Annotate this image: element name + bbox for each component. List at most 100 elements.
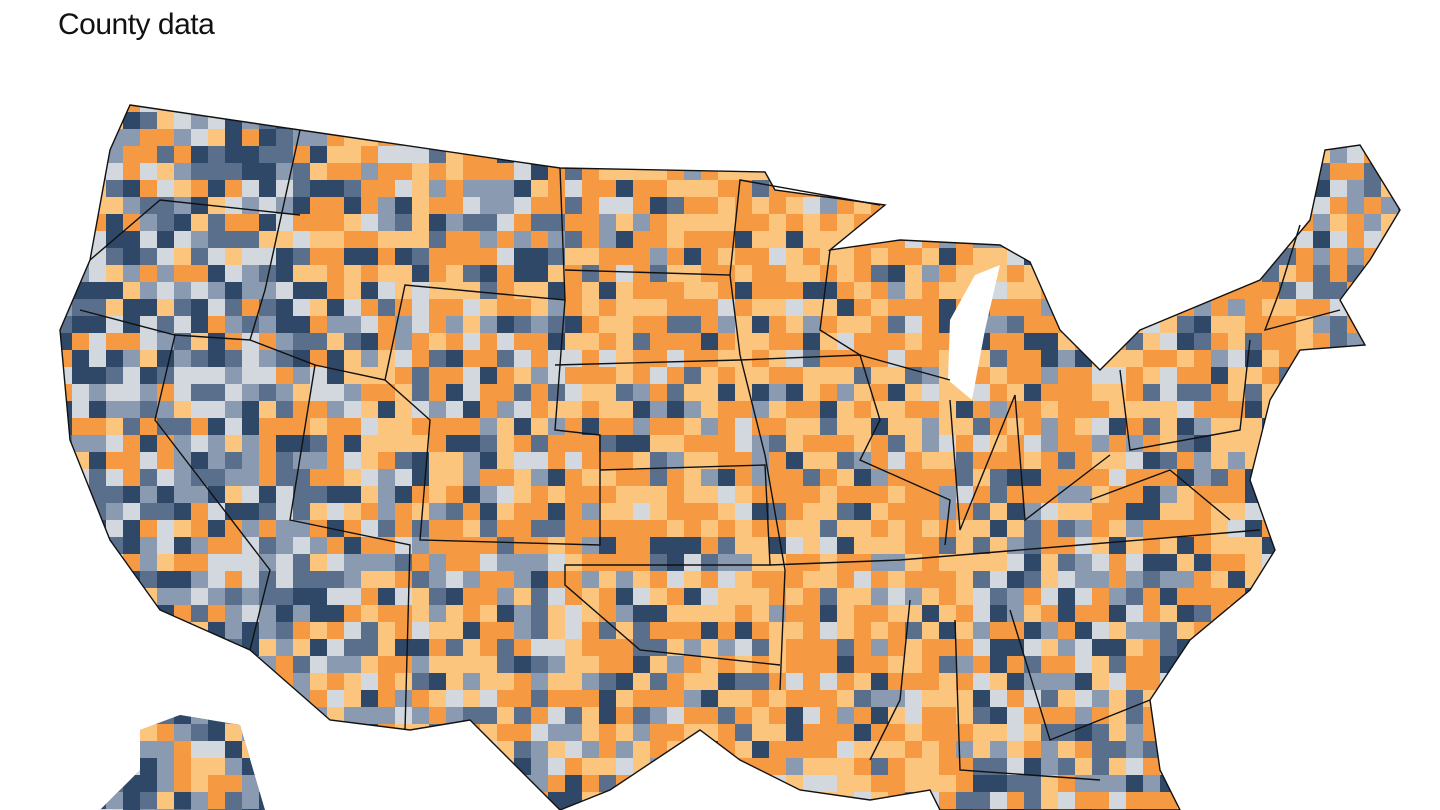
county	[803, 639, 821, 657]
county	[480, 469, 498, 487]
county	[514, 248, 532, 266]
county	[344, 741, 362, 759]
county	[1092, 316, 1110, 334]
county	[276, 707, 294, 725]
county	[1364, 758, 1382, 776]
county	[276, 571, 294, 589]
county	[1381, 146, 1400, 164]
county	[123, 486, 141, 504]
county	[395, 486, 413, 504]
county	[718, 673, 736, 691]
county	[1007, 792, 1025, 810]
county	[1245, 605, 1280, 623]
county	[140, 435, 158, 453]
county	[1262, 622, 1297, 640]
county	[582, 105, 600, 113]
county	[123, 503, 141, 521]
county	[276, 248, 294, 266]
county	[701, 129, 736, 147]
county	[1279, 418, 1314, 436]
county	[548, 299, 566, 317]
county	[616, 350, 634, 368]
county	[786, 537, 804, 555]
county	[242, 265, 260, 283]
county	[922, 129, 940, 147]
county	[1041, 129, 1076, 147]
county	[888, 214, 923, 232]
county	[1313, 129, 1348, 147]
county	[752, 571, 770, 589]
county	[1364, 571, 1382, 589]
county	[1279, 588, 1314, 606]
county	[1109, 214, 1144, 232]
county	[1143, 350, 1161, 368]
county	[1330, 537, 1365, 555]
county	[514, 129, 532, 147]
county	[1194, 503, 1212, 521]
border	[564, 269, 786, 691]
county	[871, 214, 906, 232]
county	[1007, 384, 1025, 402]
county	[429, 282, 447, 300]
county	[1194, 384, 1212, 402]
county	[1211, 537, 1229, 555]
county	[1245, 690, 1263, 708]
county	[1177, 180, 1212, 198]
county	[89, 435, 107, 453]
county	[599, 401, 617, 419]
county	[1313, 105, 1348, 113]
county	[157, 639, 192, 657]
county	[446, 435, 464, 453]
county	[684, 180, 702, 198]
county	[956, 197, 974, 215]
county	[871, 384, 889, 402]
county	[633, 707, 651, 725]
county	[1279, 792, 1314, 810]
county	[1330, 503, 1365, 521]
county	[1296, 418, 1314, 436]
county	[225, 418, 243, 436]
county	[990, 673, 1008, 691]
county	[89, 231, 107, 249]
county	[310, 105, 328, 113]
county	[60, 469, 73, 487]
county	[1041, 639, 1059, 657]
county	[174, 299, 192, 317]
county	[1398, 112, 1400, 130]
county	[429, 554, 447, 572]
county	[276, 758, 311, 776]
county	[701, 503, 719, 521]
county	[1007, 571, 1025, 589]
county	[1347, 724, 1365, 742]
county	[174, 469, 192, 487]
county	[1398, 571, 1400, 589]
county	[565, 520, 583, 538]
county	[990, 333, 1008, 351]
county	[990, 146, 1025, 164]
county	[259, 775, 277, 793]
county	[327, 486, 345, 504]
county	[888, 282, 906, 300]
county	[616, 554, 634, 572]
county	[650, 367, 668, 385]
county	[378, 180, 396, 198]
county	[1313, 724, 1331, 742]
county	[1347, 486, 1365, 504]
county	[174, 146, 192, 164]
county	[633, 469, 651, 487]
county	[395, 367, 413, 385]
county	[72, 690, 90, 708]
county	[463, 105, 481, 113]
county	[1007, 367, 1025, 385]
county	[514, 520, 532, 538]
county	[140, 758, 158, 776]
county	[1194, 724, 1212, 742]
county	[123, 707, 158, 725]
county	[60, 792, 73, 810]
county	[990, 486, 1008, 504]
county	[412, 775, 447, 793]
county	[140, 384, 158, 402]
county	[1092, 639, 1110, 657]
county	[1313, 503, 1331, 521]
county	[667, 690, 685, 708]
